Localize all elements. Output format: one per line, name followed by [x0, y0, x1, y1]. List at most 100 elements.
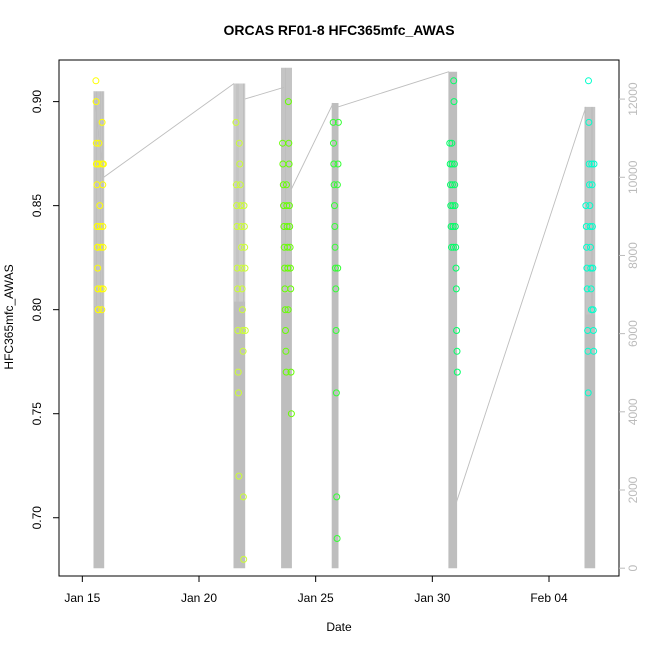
- data-point: [330, 181, 338, 189]
- data-point: [590, 160, 598, 168]
- data-point: [284, 243, 291, 251]
- data-point: [585, 160, 593, 168]
- data-point: [589, 306, 597, 314]
- data-point: [235, 139, 243, 147]
- data-point: [282, 347, 290, 355]
- data-point: [238, 285, 246, 293]
- data-point: [99, 243, 107, 251]
- data-point: [447, 202, 455, 210]
- data-point: [285, 160, 293, 168]
- data-point: [98, 306, 106, 314]
- data-point: [94, 264, 102, 272]
- plot-frame: [58, 59, 620, 577]
- altitude-flight-profile: [584, 106, 596, 569]
- data-point: [287, 285, 295, 293]
- y2-tick-label: 10000: [626, 160, 640, 194]
- data-point: [447, 181, 454, 189]
- x-tick-label: Jan 25: [298, 591, 334, 605]
- data-point: [329, 118, 337, 126]
- altitude-connector-line: [456, 106, 587, 502]
- data-point: [447, 223, 455, 230]
- data-point: [233, 264, 241, 272]
- data-point: [234, 368, 242, 376]
- altitude-connector-line: [93, 83, 235, 179]
- altitude-flight-profile: [331, 103, 339, 569]
- altitude-flight-profile: [281, 67, 292, 569]
- data-point: [586, 223, 594, 230]
- data-point: [588, 223, 596, 230]
- y2-tick-label: 12000: [626, 82, 640, 116]
- data-point: [96, 223, 104, 230]
- data-point: [283, 181, 290, 189]
- data-point: [331, 264, 339, 272]
- data-point: [330, 160, 338, 168]
- data-point: [453, 347, 461, 355]
- data-point: [281, 306, 289, 314]
- data-point: [284, 98, 292, 106]
- y2-tick-label: 0: [626, 565, 640, 572]
- data-point: [236, 160, 244, 168]
- data-point: [99, 285, 107, 293]
- data-point: [286, 243, 294, 251]
- data-point: [235, 389, 242, 397]
- data-point: [241, 327, 249, 334]
- data-point: [286, 264, 294, 272]
- altitude-line-layer: [93, 67, 596, 569]
- data-point: [331, 243, 339, 251]
- data-point: [240, 223, 248, 230]
- axes-layer: 0.70 0.75 0.80 0.85 0.90 0 2000 4000 6000 8000 100…: [30, 59, 640, 605]
- data-point: [453, 368, 461, 376]
- data-point: [94, 285, 102, 293]
- y-tick-label: 0.80: [30, 298, 44, 322]
- y-tick-label: 0.70: [30, 506, 44, 530]
- data-point: [283, 223, 291, 230]
- data-point: [582, 202, 590, 210]
- altitude-connector-line: [337, 71, 450, 108]
- data-point: [587, 243, 594, 251]
- data-point: [449, 223, 457, 230]
- y-tick-label: 0.85: [30, 194, 44, 218]
- data-point: [285, 202, 293, 210]
- x-axis-label: Date: [326, 620, 352, 634]
- altitude-flight-profile: [93, 91, 105, 569]
- data-point: [451, 202, 459, 210]
- data-point: [96, 202, 104, 210]
- data-point: [240, 202, 248, 210]
- data-point: [237, 223, 245, 230]
- data-point: [236, 181, 244, 189]
- data-point: [239, 347, 247, 355]
- altitude-connector-line: [290, 102, 334, 190]
- data-point: [284, 306, 292, 314]
- data-point: [94, 306, 102, 314]
- data-point: [97, 285, 105, 293]
- data-point: [234, 285, 242, 293]
- data-point: [448, 181, 456, 189]
- data-point: [448, 139, 456, 147]
- data-point: [451, 181, 459, 189]
- data-point: [92, 139, 100, 147]
- y2-tick-label: 8000: [626, 242, 640, 269]
- data-point: [330, 139, 337, 147]
- data-point: [92, 77, 100, 85]
- data-point: [589, 327, 597, 334]
- data-point: [240, 555, 248, 563]
- data-point: [238, 243, 245, 251]
- data-point: [589, 264, 597, 272]
- data-point: [451, 223, 459, 230]
- chart-title: ORCAS RF01-8 HFC365mfc_AWAS: [223, 22, 454, 38]
- data-point: [282, 368, 290, 376]
- data-point: [95, 139, 103, 147]
- altitude-flight-profile: [448, 71, 458, 569]
- data-point: [239, 327, 247, 334]
- data-point: [237, 202, 245, 210]
- data-point: [99, 160, 107, 168]
- data-point: [450, 98, 458, 106]
- data-point: [99, 223, 107, 230]
- data-point: [450, 77, 458, 85]
- data-point: [286, 223, 294, 230]
- data-point: [233, 223, 241, 230]
- data-point: [334, 264, 342, 272]
- data-point: [448, 243, 455, 251]
- data-point: [284, 264, 292, 272]
